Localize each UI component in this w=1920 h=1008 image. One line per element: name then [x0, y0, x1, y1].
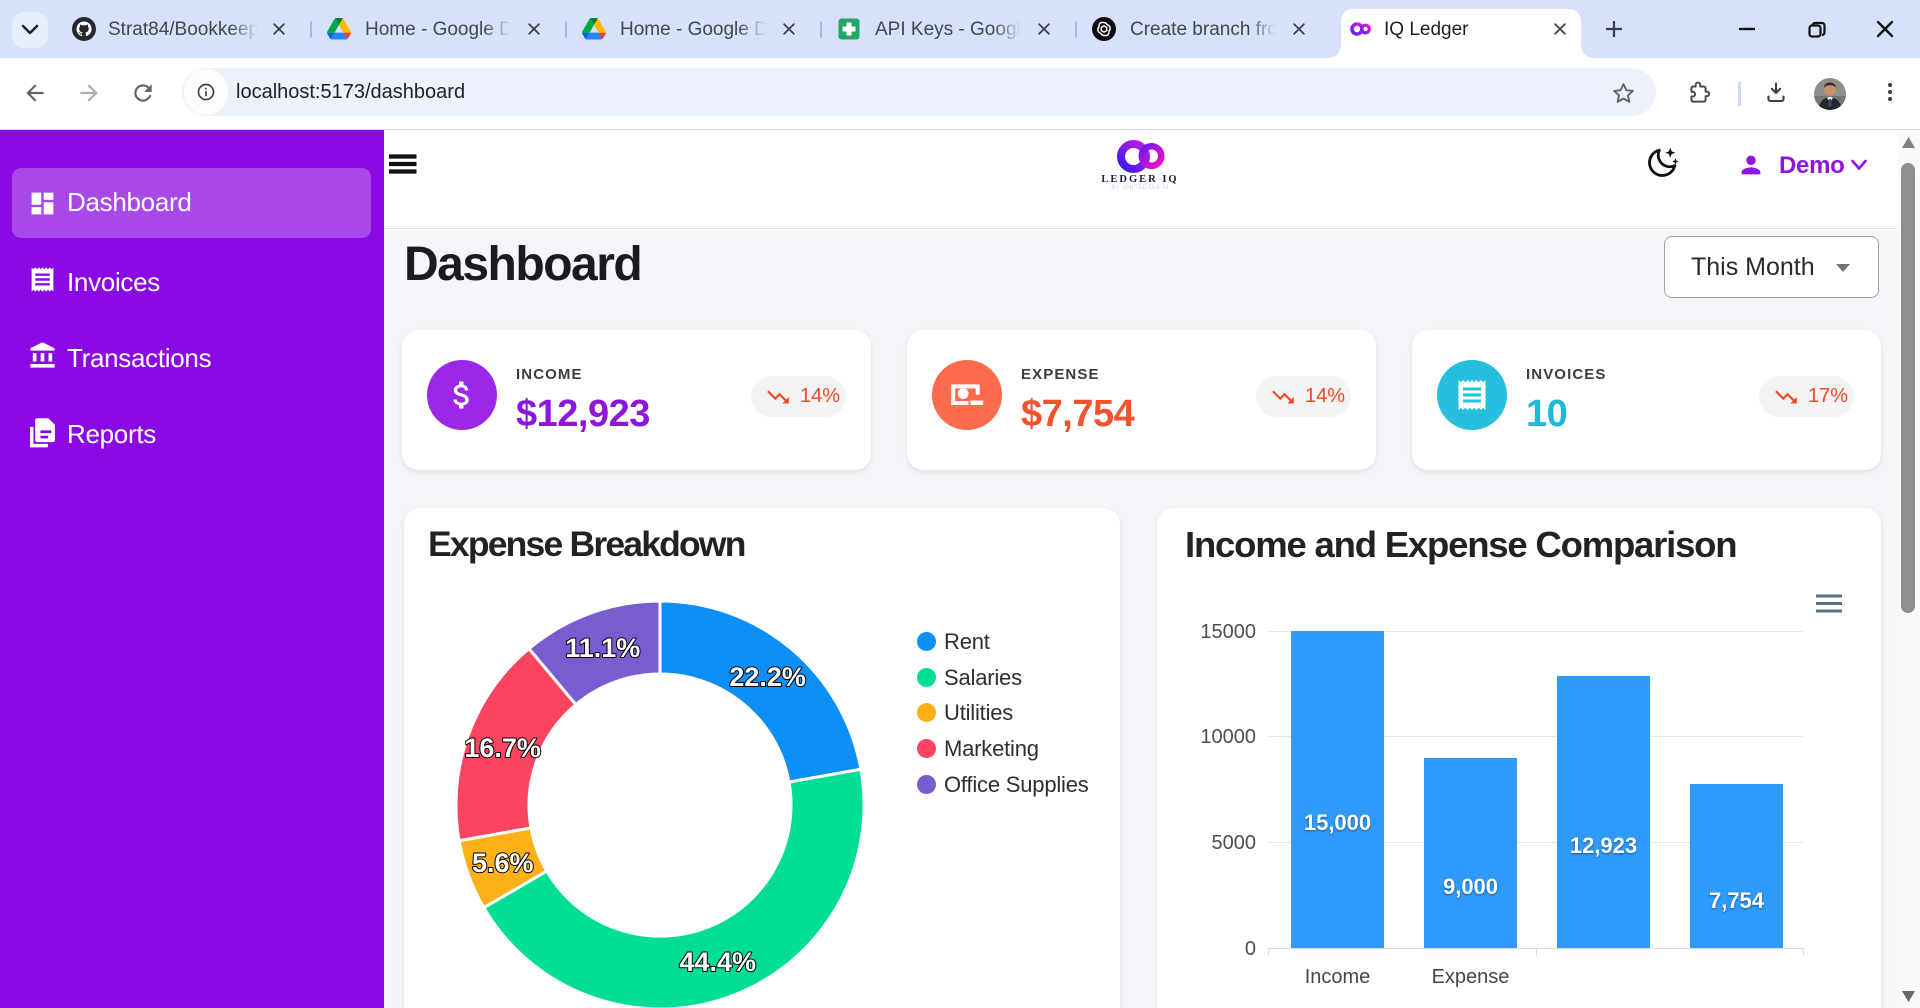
svg-text:5.6%: 5.6% [472, 848, 534, 878]
svg-text:22.2%: 22.2% [729, 662, 806, 692]
svg-text:16.7%: 16.7% [464, 733, 541, 763]
svg-text:11.1%: 11.1% [565, 633, 640, 663]
svg-text:44.4%: 44.4% [679, 947, 756, 977]
